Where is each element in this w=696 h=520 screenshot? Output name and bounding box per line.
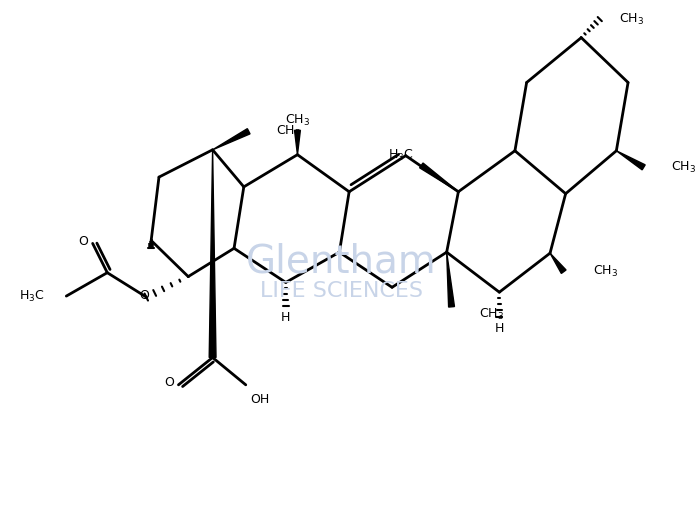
Polygon shape — [550, 253, 566, 274]
Text: LIFE SCIENCES: LIFE SCIENCES — [260, 281, 423, 301]
Text: H$_3$C: H$_3$C — [388, 148, 413, 163]
Polygon shape — [447, 252, 454, 307]
Text: O: O — [78, 235, 88, 248]
Text: H: H — [281, 311, 290, 324]
Text: Glentham: Glentham — [246, 243, 436, 281]
Text: O: O — [139, 289, 149, 302]
Text: H$_3$C: H$_3$C — [19, 289, 45, 304]
Polygon shape — [617, 151, 645, 170]
Text: CH$_3$: CH$_3$ — [285, 113, 310, 128]
Text: CH$_3$: CH$_3$ — [276, 124, 301, 139]
Text: CH$_3$: CH$_3$ — [619, 11, 644, 27]
Text: CH$_3$: CH$_3$ — [479, 307, 504, 322]
Polygon shape — [420, 163, 459, 192]
Text: OH: OH — [251, 393, 270, 406]
Text: CH$_3$: CH$_3$ — [593, 264, 618, 279]
Text: CH$_3$: CH$_3$ — [671, 160, 696, 175]
Polygon shape — [294, 131, 301, 154]
Polygon shape — [212, 128, 250, 150]
Text: O: O — [164, 376, 174, 389]
Polygon shape — [209, 150, 216, 358]
Text: H: H — [495, 322, 504, 335]
